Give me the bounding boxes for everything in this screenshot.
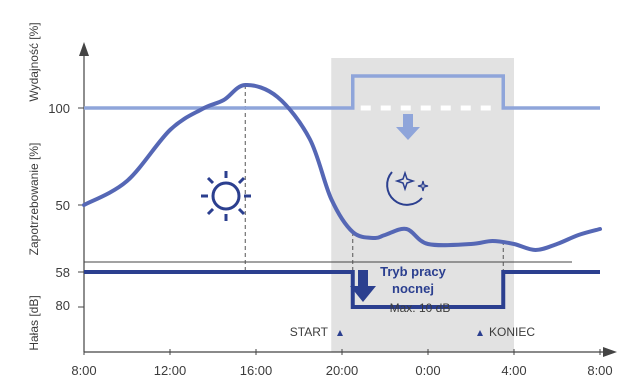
start-label: START [290,325,329,339]
y-axis-arrow-icon [79,42,89,56]
noise-series-line [84,270,600,309]
y-tick-80: 80 [56,298,70,313]
x-tick-label: 8:00 [71,363,96,378]
guide-lines [244,85,504,272]
y-label-output: Wydajność [%] [27,22,41,101]
x-tick-label: 0:00 [415,363,440,378]
capacity-series-line [84,74,600,110]
night-mode-subtitle: Max. 10 dB [390,301,451,315]
moon-stars-icon [386,170,429,206]
sun-icon [201,171,251,221]
y-tick-50: 50 [56,198,70,213]
capacity-down-arrow-icon [396,114,420,140]
start-marker-icon [337,330,343,336]
axis-ticks [78,107,601,355]
x-tick-label: 8:00 [587,363,612,378]
y-label-demand: Zapotrzebowanie [%] [27,143,41,256]
x-axis-arrow-icon [603,347,617,357]
y-tick-100: 100 [48,101,70,116]
x-tick-label: 4:00 [501,363,526,378]
end-marker-icon [477,330,483,336]
night-mode-title-line1: Tryb pracy [380,264,447,279]
y-tick-58: 58 [56,265,70,280]
x-tick-label: 12:00 [154,363,187,378]
x-tick-label: 16:00 [240,363,273,378]
y-label-noise: Hałas [dB] [27,295,41,350]
night-mode-title-line2: nocnej [392,281,434,296]
x-tick-label: 20:00 [326,363,359,378]
demand-series-line [82,82,602,252]
end-label: KONIEC [489,325,535,339]
noise-down-arrow-icon [350,270,376,302]
